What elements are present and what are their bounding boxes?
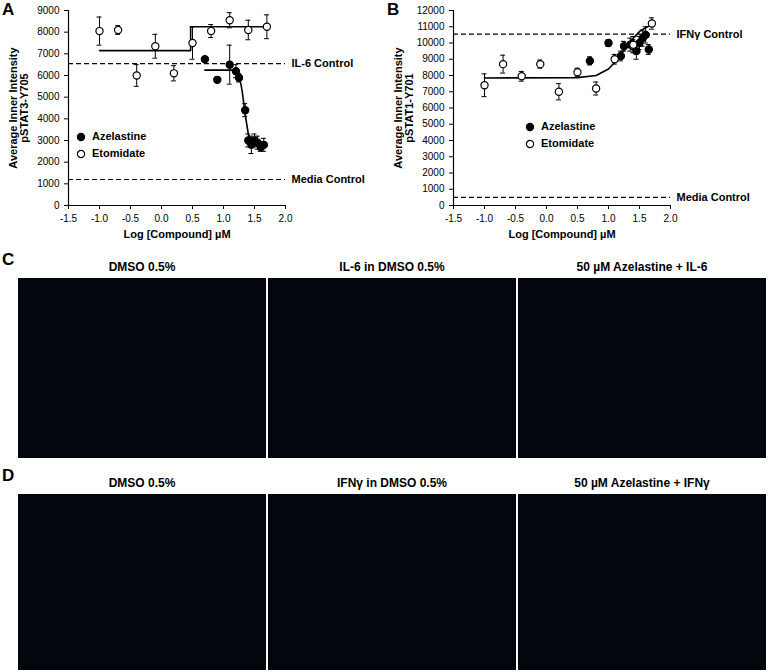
svg-text:Average Inner IntensitypSTAT1-: Average Inner IntensitypSTAT1-Y701 xyxy=(392,47,415,169)
svg-text:1000: 1000 xyxy=(422,183,445,194)
svg-text:Log [Compound] µM: Log [Compound] µM xyxy=(508,228,615,240)
svg-text:IFNγ Control: IFNγ Control xyxy=(677,28,743,40)
svg-text:-0.5: -0.5 xyxy=(122,213,140,224)
svg-text:1.0: 1.0 xyxy=(602,213,616,224)
html-text:50 µM Azelastine + IFNγ: 50 µM Azelastine + IFNγ xyxy=(574,476,710,490)
svg-text:1000: 1000 xyxy=(37,178,60,189)
svg-text:0: 0 xyxy=(439,200,445,211)
svg-text:5000: 5000 xyxy=(422,118,445,129)
html-text:50 µM Azelastine + IL-6: 50 µM Azelastine + IL-6 xyxy=(576,260,708,274)
svg-text:1.5: 1.5 xyxy=(248,213,262,224)
svg-text:3000: 3000 xyxy=(422,151,445,162)
svg-text:2.0: 2.0 xyxy=(279,213,293,224)
html-text:DMSO 0.5%: DMSO 0.5% xyxy=(108,260,176,274)
svg-text:2000: 2000 xyxy=(422,167,445,178)
svg-text:IL-6 Control: IL-6 Control xyxy=(292,57,354,69)
html-text:IFNγ in DMSO 0.5%: IFNγ in DMSO 0.5% xyxy=(337,476,447,490)
svg-text:Log [Compound] µM: Log [Compound] µM xyxy=(123,228,230,240)
svg-text:2.0: 2.0 xyxy=(664,213,678,224)
html-text:Etomidate: Etomidate xyxy=(541,137,595,149)
svg-text:4000: 4000 xyxy=(422,135,445,146)
svg-text:4000: 4000 xyxy=(37,113,60,124)
svg-text:9000: 9000 xyxy=(37,5,60,16)
html-text:Etomidate: Etomidate xyxy=(92,147,146,159)
svg-text:1.5: 1.5 xyxy=(633,213,647,224)
html-text:D: D xyxy=(2,466,15,485)
svg-text:12000: 12000 xyxy=(417,5,445,16)
svg-text:Media Control: Media Control xyxy=(292,173,365,185)
html-text:A: A xyxy=(2,0,15,19)
svg-text:8000: 8000 xyxy=(37,26,60,37)
svg-text:1.0: 1.0 xyxy=(217,213,231,224)
html-text:IL-6 in DMSO 0.5%: IL-6 in DMSO 0.5% xyxy=(339,260,445,274)
svg-text:-1.5: -1.5 xyxy=(60,213,78,224)
svg-text:6000: 6000 xyxy=(37,70,60,81)
svg-text:0: 0 xyxy=(54,200,60,211)
svg-text:10000: 10000 xyxy=(417,37,445,48)
svg-text:0.5: 0.5 xyxy=(186,213,200,224)
svg-text:-1.0: -1.0 xyxy=(91,213,109,224)
svg-text:6000: 6000 xyxy=(422,102,445,113)
svg-text:11000: 11000 xyxy=(417,21,445,32)
svg-text:0.0: 0.0 xyxy=(540,213,554,224)
svg-text:9000: 9000 xyxy=(422,53,445,64)
html-text:Azelastine: Azelastine xyxy=(541,120,596,132)
html-text:C: C xyxy=(2,250,15,269)
svg-text:-0.5: -0.5 xyxy=(507,213,525,224)
svg-text:8000: 8000 xyxy=(422,70,445,81)
svg-text:0.0: 0.0 xyxy=(155,213,169,224)
svg-text:7000: 7000 xyxy=(37,48,60,59)
svg-text:3000: 3000 xyxy=(37,135,60,146)
svg-text:Media Control: Media Control xyxy=(677,191,750,203)
html-text:Azelastine: Azelastine xyxy=(92,130,147,142)
svg-text:0.5: 0.5 xyxy=(571,213,585,224)
svg-text:7000: 7000 xyxy=(422,86,445,97)
svg-text:-1.5: -1.5 xyxy=(445,213,463,224)
svg-text:5000: 5000 xyxy=(37,91,60,102)
html-text:B: B xyxy=(387,0,400,19)
html-text:DMSO 0.5%: DMSO 0.5% xyxy=(108,476,176,490)
svg-text:Average Inner IntensitypSTAT3-: Average Inner IntensitypSTAT3-Y705 xyxy=(7,47,30,169)
svg-text:2000: 2000 xyxy=(37,156,60,167)
svg-text:-1.0: -1.0 xyxy=(476,213,494,224)
